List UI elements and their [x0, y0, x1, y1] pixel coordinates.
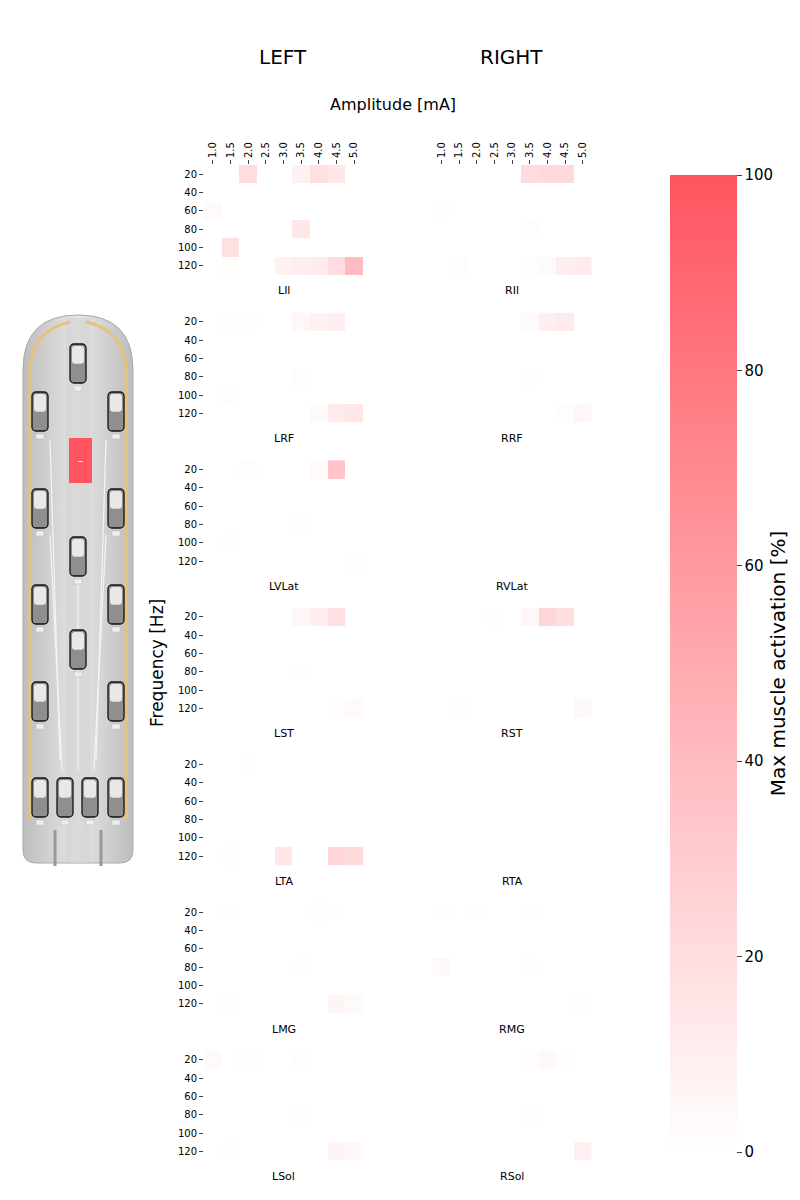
svg-text:RIl: RIl	[505, 284, 519, 297]
svg-text:40: 40	[184, 187, 197, 198]
svg-text:LTA: LTA	[275, 875, 293, 888]
svg-text:LMG: LMG	[272, 1023, 296, 1036]
svg-text:20: 20	[745, 948, 764, 966]
svg-text:40: 40	[184, 335, 197, 346]
svg-text:40: 40	[184, 925, 197, 936]
svg-text:40: 40	[184, 482, 197, 493]
svg-text:RMG: RMG	[499, 1023, 525, 1036]
svg-text:20: 20	[184, 907, 197, 918]
svg-text:1.5: 1.5	[225, 142, 236, 158]
svg-text:LIl: LIl	[278, 284, 290, 297]
svg-text:120: 120	[178, 408, 197, 419]
svg-text:2.5: 2.5	[489, 142, 500, 158]
svg-text:4.5: 4.5	[331, 142, 342, 158]
svg-text:1.5: 1.5	[453, 142, 464, 158]
svg-text:Max muscle activation [%]: Max muscle activation [%]	[766, 531, 790, 797]
svg-text:60: 60	[184, 796, 197, 807]
svg-text:80: 80	[184, 1109, 197, 1120]
svg-text:20: 20	[184, 611, 197, 622]
svg-text:RST: RST	[501, 727, 523, 740]
svg-text:120: 120	[178, 260, 197, 271]
svg-text:RRF: RRF	[501, 432, 523, 445]
svg-text:120: 120	[178, 851, 197, 862]
svg-text:60: 60	[184, 353, 197, 364]
svg-text:20: 20	[184, 1054, 197, 1065]
svg-text:80: 80	[184, 814, 197, 825]
svg-text:3.5: 3.5	[524, 142, 535, 158]
svg-text:20: 20	[184, 316, 197, 327]
svg-text:80: 80	[184, 519, 197, 530]
svg-text:4.5: 4.5	[559, 142, 570, 158]
svg-text:Frequency [Hz]: Frequency [Hz]	[147, 599, 167, 727]
svg-text:RVLat: RVLat	[496, 580, 528, 593]
svg-text:LEFT: LEFT	[259, 45, 307, 69]
svg-text:3.5: 3.5	[295, 142, 306, 158]
svg-text:40: 40	[184, 630, 197, 641]
svg-text:120: 120	[178, 998, 197, 1009]
svg-text:80: 80	[184, 666, 197, 677]
svg-text:60: 60	[184, 648, 197, 659]
svg-text:60: 60	[184, 1091, 197, 1102]
svg-text:4.0: 4.0	[313, 142, 324, 158]
svg-text:100: 100	[178, 685, 197, 696]
svg-text:20: 20	[184, 464, 197, 475]
svg-text:3.0: 3.0	[506, 142, 517, 158]
svg-text:60: 60	[184, 943, 197, 954]
svg-text:20: 20	[184, 169, 197, 180]
svg-text:3.0: 3.0	[278, 142, 289, 158]
svg-text:0: 0	[745, 1143, 755, 1161]
svg-text:120: 120	[178, 556, 197, 567]
svg-text:100: 100	[178, 242, 197, 253]
svg-text:4.0: 4.0	[542, 142, 553, 158]
svg-text:100: 100	[178, 832, 197, 843]
svg-text:RIGHT: RIGHT	[480, 45, 543, 69]
svg-text:1.0: 1.0	[207, 142, 218, 158]
svg-text:5.0: 5.0	[577, 142, 588, 158]
svg-text:2.5: 2.5	[260, 142, 271, 158]
svg-text:120: 120	[178, 703, 197, 714]
svg-text:40: 40	[184, 777, 197, 788]
svg-text:40: 40	[745, 752, 764, 770]
svg-text:LVLat: LVLat	[269, 580, 299, 593]
svg-text:100: 100	[178, 537, 197, 548]
svg-text:LST: LST	[274, 727, 294, 740]
svg-text:80: 80	[184, 371, 197, 382]
svg-text:100: 100	[745, 166, 774, 184]
svg-text:5.0: 5.0	[348, 142, 359, 158]
svg-text:100: 100	[178, 980, 197, 991]
svg-text:60: 60	[745, 557, 764, 575]
svg-text:RTA: RTA	[502, 875, 523, 888]
svg-text:RSol: RSol	[500, 1170, 524, 1183]
svg-text:2.0: 2.0	[243, 142, 254, 158]
svg-text:–: –	[78, 454, 84, 467]
svg-text:80: 80	[184, 224, 197, 235]
svg-text:80: 80	[184, 962, 197, 973]
svg-text:80: 80	[745, 362, 764, 380]
svg-text:LSol: LSol	[272, 1170, 295, 1183]
svg-text:1.0: 1.0	[436, 142, 447, 158]
svg-text:100: 100	[178, 390, 197, 401]
svg-text:60: 60	[184, 205, 197, 216]
svg-text:40: 40	[184, 1073, 197, 1084]
svg-text:Amplitude [mA]: Amplitude [mA]	[330, 95, 456, 114]
svg-text:LRF: LRF	[274, 432, 294, 445]
svg-text:20: 20	[184, 759, 197, 770]
svg-text:120: 120	[178, 1146, 197, 1157]
svg-text:2.0: 2.0	[471, 142, 482, 158]
svg-text:100: 100	[178, 1128, 197, 1139]
svg-text:60: 60	[184, 501, 197, 512]
